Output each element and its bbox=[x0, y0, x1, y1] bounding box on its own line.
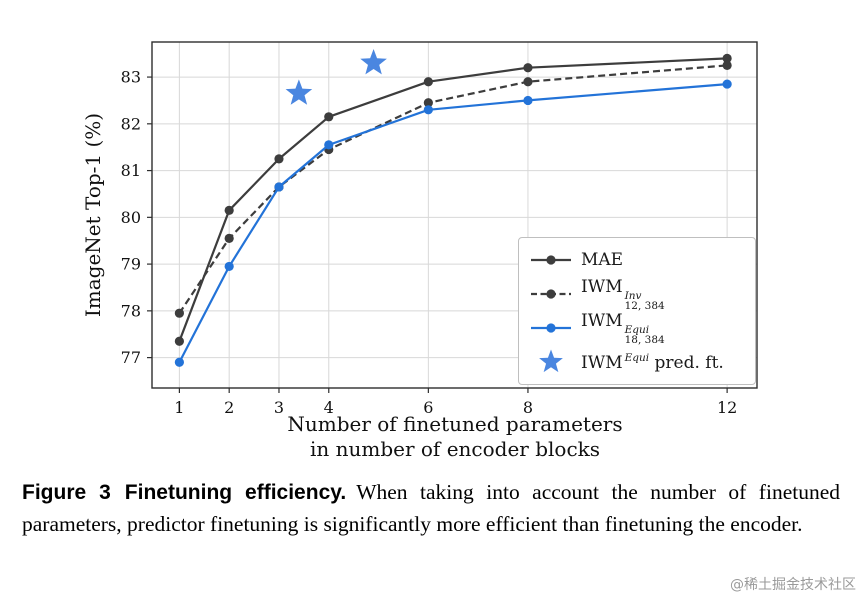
data-point-marker bbox=[274, 182, 284, 192]
legend-label: IWM Inv 12, 384 bbox=[581, 277, 665, 312]
figure-caption: Figure 3 Finetuning efficiency. When takin… bbox=[22, 477, 840, 541]
data-point-marker bbox=[423, 98, 433, 108]
data-point-marker bbox=[523, 77, 533, 87]
watermark: @稀土掘金技术社区 bbox=[730, 577, 856, 593]
legend-label: IWM Equi pred. ft. bbox=[581, 351, 724, 373]
data-point-marker bbox=[224, 261, 234, 272]
figure-title: Finetuning efficiency. bbox=[124, 481, 347, 504]
line-legend-marker bbox=[531, 323, 571, 333]
x-tick-label: 8 bbox=[523, 398, 533, 417]
plot-border bbox=[151, 41, 758, 389]
line-legend-marker bbox=[531, 255, 571, 265]
data-point-marker bbox=[324, 112, 334, 122]
figure-caption-text: When taking into account the number of f… bbox=[22, 480, 840, 536]
legend-item: MAE bbox=[529, 245, 745, 275]
data-point-marker bbox=[224, 233, 234, 243]
y-tick-label: 83 bbox=[121, 68, 141, 87]
data-point-marker bbox=[174, 308, 184, 318]
chart-legend: MAE IWM Inv 12, 384 IWM Equi 18, 384 IWM Equi pr… bbox=[518, 237, 756, 385]
star-marker bbox=[285, 79, 313, 105]
data-point-marker bbox=[324, 140, 334, 150]
data-point-marker bbox=[523, 63, 533, 73]
legend-item: IWM Equi 18, 384 bbox=[529, 311, 745, 346]
star-legend-marker bbox=[539, 349, 563, 373]
data-point-marker bbox=[174, 336, 184, 346]
y-tick-label: 78 bbox=[121, 301, 141, 320]
legend-item: IWM Equi pred. ft. bbox=[529, 347, 745, 377]
x-tick-label: 6 bbox=[423, 398, 433, 417]
x-tick-label: 1 bbox=[174, 398, 184, 417]
series-layer bbox=[174, 49, 732, 367]
data-point-marker bbox=[722, 60, 732, 70]
data-point-marker bbox=[722, 79, 732, 89]
x-tick-label: 12 bbox=[717, 398, 737, 417]
x-axis-label-line1: Number of finetuned parameters bbox=[287, 412, 622, 436]
x-tick-label: 2 bbox=[224, 398, 234, 417]
line-legend-marker bbox=[531, 289, 571, 299]
data-point-marker bbox=[423, 105, 433, 115]
y-tick-label: 82 bbox=[121, 114, 141, 133]
figure-label: Figure 3 bbox=[22, 481, 111, 504]
figure-3-chart: 1 2 3 4 6 8 12 77 78 79 80 81 82 83 ImageNet Top-1 (%… bbox=[81, 41, 758, 461]
legend-label: MAE bbox=[581, 250, 624, 270]
star-marker bbox=[360, 49, 387, 75]
legend-label: IWM Equi 18, 384 bbox=[581, 311, 665, 346]
legend-item: IWM Inv 12, 384 bbox=[529, 277, 745, 312]
y-tick-label: 77 bbox=[121, 348, 141, 367]
data-point-marker bbox=[224, 205, 234, 215]
x-tick-label: 3 bbox=[274, 398, 284, 417]
y-tick-label: 79 bbox=[121, 255, 141, 274]
x-axis-label-line2: in number of encoder blocks bbox=[310, 437, 600, 461]
y-axis-label: ImageNet Top-1 (%) bbox=[81, 113, 105, 317]
y-tick-label: 81 bbox=[121, 161, 141, 180]
data-point-marker bbox=[174, 357, 184, 367]
x-tick-label: 4 bbox=[324, 398, 334, 417]
data-point-marker bbox=[722, 53, 732, 63]
data-point-marker bbox=[523, 95, 533, 106]
data-point-marker bbox=[274, 154, 284, 164]
data-point-marker bbox=[423, 77, 433, 87]
y-tick-label: 80 bbox=[121, 208, 141, 227]
